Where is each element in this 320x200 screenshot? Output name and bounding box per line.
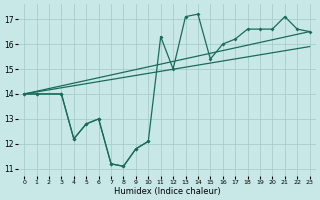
X-axis label: Humidex (Indice chaleur): Humidex (Indice chaleur) <box>114 187 220 196</box>
